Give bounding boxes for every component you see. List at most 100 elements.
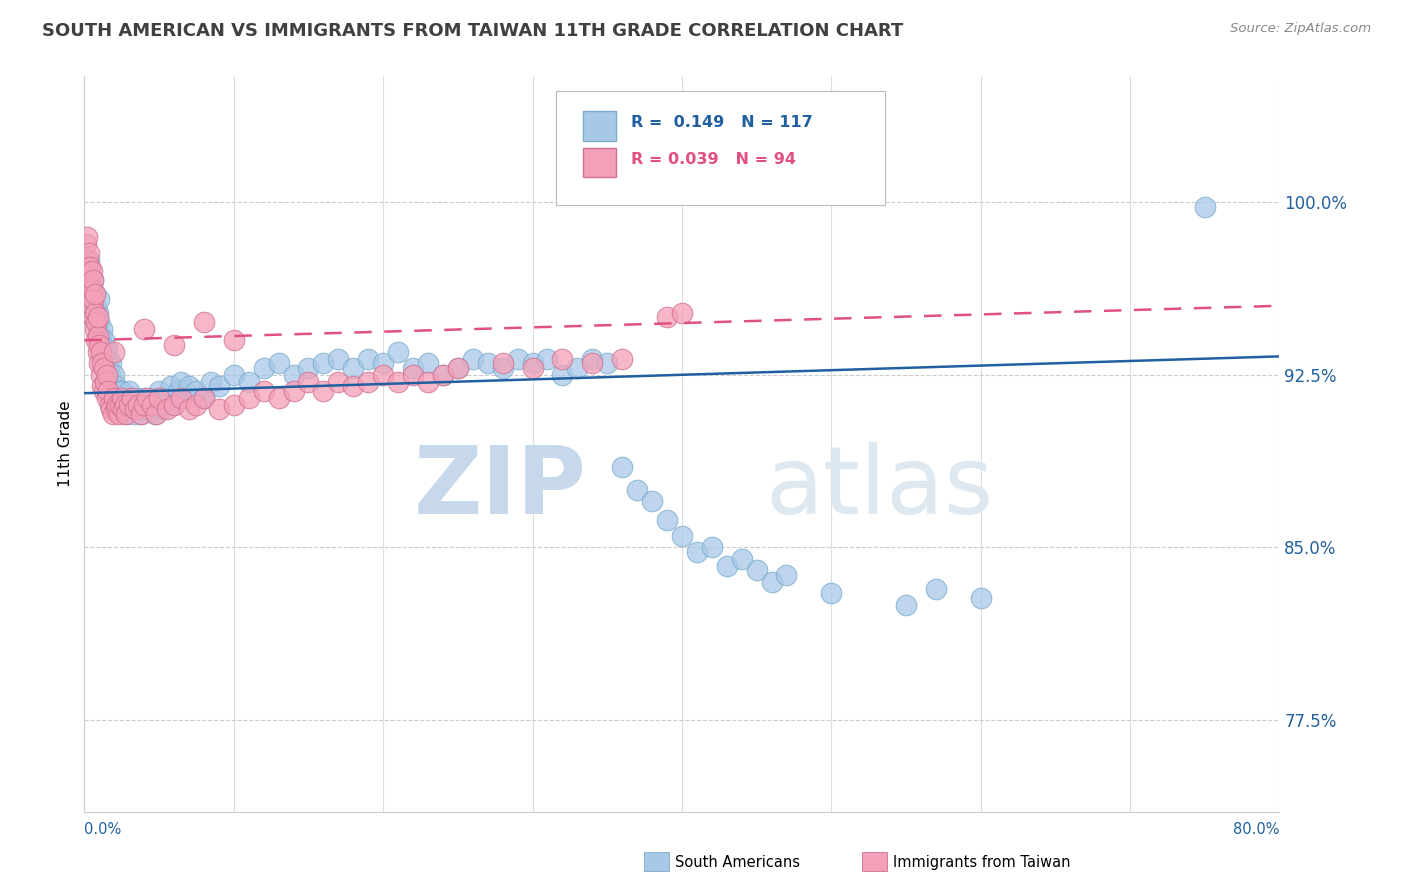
Text: ZIP: ZIP bbox=[413, 442, 586, 534]
Point bbox=[132, 398, 156, 412]
Point bbox=[90, 344, 112, 359]
Point bbox=[222, 398, 245, 412]
Point bbox=[581, 356, 603, 370]
Text: 0.0%: 0.0% bbox=[84, 822, 121, 837]
Text: South Americans: South Americans bbox=[675, 855, 800, 870]
Point bbox=[83, 306, 105, 320]
Point bbox=[522, 356, 544, 370]
Point bbox=[100, 402, 122, 417]
Point bbox=[148, 391, 170, 405]
Point bbox=[89, 292, 111, 306]
Point bbox=[93, 360, 115, 375]
Point bbox=[160, 379, 183, 393]
Point bbox=[138, 398, 160, 412]
Point bbox=[80, 283, 103, 297]
Point bbox=[686, 545, 709, 559]
Point bbox=[91, 379, 114, 393]
Point bbox=[121, 391, 143, 405]
Point bbox=[186, 384, 208, 398]
Point bbox=[98, 398, 121, 412]
Point bbox=[536, 351, 558, 366]
Point bbox=[402, 360, 425, 375]
Point bbox=[112, 402, 135, 417]
Point bbox=[87, 310, 110, 325]
Point bbox=[77, 252, 100, 267]
Point bbox=[86, 315, 108, 329]
Point bbox=[80, 299, 103, 313]
Point bbox=[87, 328, 110, 343]
Point bbox=[90, 328, 112, 343]
Point bbox=[177, 379, 200, 393]
Point bbox=[551, 368, 574, 382]
Point bbox=[522, 360, 544, 375]
Point bbox=[75, 236, 97, 251]
Text: R =  0.149   N = 117: R = 0.149 N = 117 bbox=[630, 115, 813, 130]
Point bbox=[328, 351, 350, 366]
Point bbox=[492, 356, 515, 370]
Point bbox=[121, 391, 143, 405]
Point bbox=[98, 368, 121, 382]
Point bbox=[373, 356, 395, 370]
Point bbox=[461, 351, 484, 366]
Point bbox=[700, 541, 723, 555]
Point bbox=[402, 368, 425, 382]
Point bbox=[141, 391, 163, 405]
Point bbox=[745, 563, 768, 577]
Point bbox=[103, 368, 125, 382]
Point bbox=[82, 310, 104, 325]
Point bbox=[93, 351, 115, 366]
Point bbox=[208, 402, 231, 417]
Point bbox=[671, 306, 693, 320]
Point bbox=[80, 299, 103, 313]
Point bbox=[112, 395, 135, 409]
Point bbox=[89, 356, 111, 370]
Point bbox=[120, 402, 142, 417]
Point bbox=[94, 344, 117, 359]
Point bbox=[77, 276, 100, 290]
Point bbox=[125, 391, 148, 405]
Point bbox=[357, 375, 380, 389]
Point bbox=[297, 375, 319, 389]
Point bbox=[129, 407, 152, 421]
Point bbox=[75, 260, 97, 274]
Point bbox=[970, 591, 993, 605]
Point bbox=[93, 384, 115, 398]
Point bbox=[612, 459, 634, 474]
Point bbox=[83, 303, 105, 318]
Point bbox=[115, 407, 138, 421]
Point bbox=[567, 360, 589, 375]
Point bbox=[111, 391, 134, 405]
Point bbox=[342, 379, 364, 393]
Point bbox=[312, 356, 335, 370]
Point bbox=[100, 356, 122, 370]
Point bbox=[77, 283, 100, 297]
Point bbox=[77, 246, 100, 260]
Point bbox=[76, 264, 98, 278]
Point bbox=[222, 368, 245, 382]
Bar bbox=[582, 148, 616, 178]
Point bbox=[342, 360, 364, 375]
Point bbox=[101, 407, 124, 421]
Point bbox=[297, 360, 319, 375]
Point bbox=[96, 360, 118, 375]
Point bbox=[193, 391, 215, 405]
Point bbox=[432, 368, 454, 382]
Point bbox=[596, 356, 619, 370]
Point bbox=[75, 299, 97, 313]
Point bbox=[193, 391, 215, 405]
Point bbox=[312, 384, 335, 398]
Point bbox=[177, 402, 200, 417]
Point bbox=[79, 287, 101, 301]
Point bbox=[79, 268, 101, 283]
Point bbox=[641, 494, 664, 508]
Point bbox=[111, 402, 134, 417]
Point bbox=[83, 322, 105, 336]
Point bbox=[238, 375, 260, 389]
Point bbox=[110, 398, 132, 412]
Point bbox=[96, 391, 118, 405]
Point bbox=[87, 306, 110, 320]
Point bbox=[925, 582, 948, 596]
Point bbox=[416, 356, 439, 370]
Point bbox=[103, 344, 125, 359]
Point bbox=[97, 384, 120, 398]
